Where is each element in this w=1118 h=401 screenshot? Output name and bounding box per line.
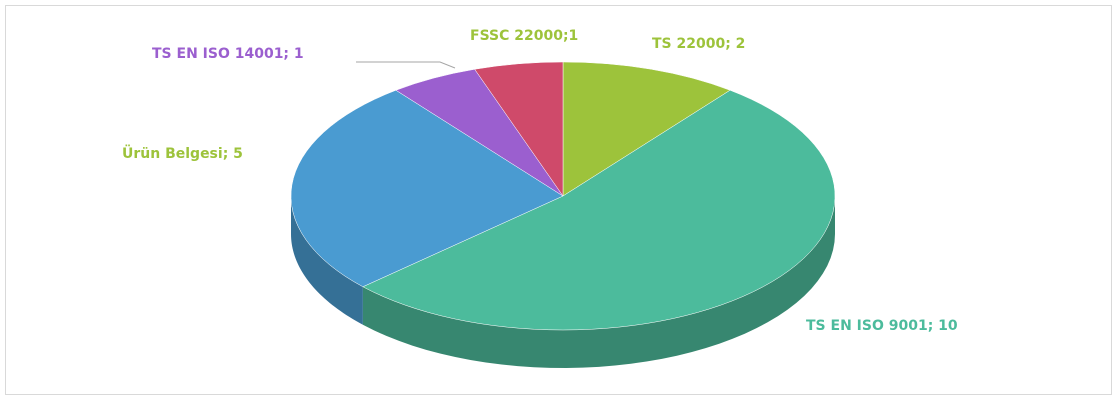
slice-side — [362, 196, 835, 368]
data-label: Ürün Belgesi; 5 — [122, 144, 243, 162]
slice — [290, 89, 564, 288]
data-label: FSSC 22000;1 — [470, 28, 578, 44]
slice — [474, 61, 564, 197]
data-label: TS 22000; 2 — [652, 36, 745, 52]
data-label: TS EN ISO 14001; 1 — [152, 46, 304, 62]
leader-line — [356, 61, 456, 69]
data-label: TS EN ISO 9001; 10 — [806, 318, 958, 334]
slice — [362, 89, 836, 331]
slice-side — [291, 196, 363, 325]
slice — [562, 61, 731, 197]
